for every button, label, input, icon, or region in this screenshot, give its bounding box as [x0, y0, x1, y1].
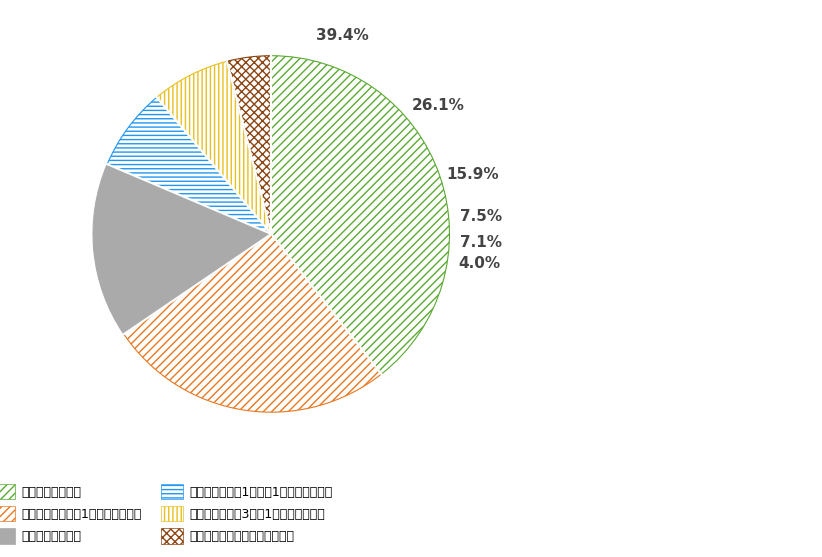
- Text: 15.9%: 15.9%: [446, 167, 499, 182]
- Text: 7.1%: 7.1%: [460, 236, 502, 251]
- Text: 39.4%: 39.4%: [316, 28, 368, 43]
- Text: 7.5%: 7.5%: [459, 209, 502, 224]
- Wedge shape: [227, 56, 271, 234]
- Wedge shape: [271, 56, 450, 374]
- Legend: ほとんど話さない, たまに話す（月に1度ほどは話す）, 話したことがない, 日常的に話す（1週間に1度ほどは話す）, 日常的に話す（3日に1度ほどは話す）, 日: ほとんど話さない, たまに話す（月に1度ほどは話す）, 話したことがない, 日常…: [0, 479, 338, 549]
- Wedge shape: [124, 234, 381, 412]
- Wedge shape: [157, 61, 271, 234]
- Text: 26.1%: 26.1%: [412, 98, 464, 113]
- Text: 4.0%: 4.0%: [459, 256, 501, 271]
- Wedge shape: [107, 97, 271, 234]
- Wedge shape: [93, 164, 271, 334]
